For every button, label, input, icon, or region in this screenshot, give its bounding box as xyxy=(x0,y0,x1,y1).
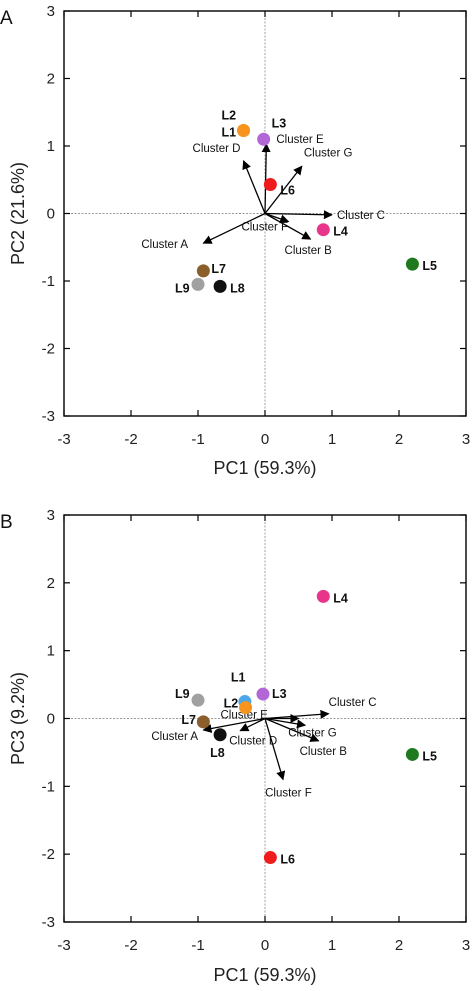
loading-label-cluster-g: Cluster G xyxy=(304,147,353,159)
x-tick-label: 0 xyxy=(261,431,269,448)
loading-arrow-cluster-e xyxy=(261,143,271,214)
loading-arrow-cluster-b xyxy=(264,212,312,240)
point-label-l9: L9 xyxy=(175,281,190,295)
y-axis-title: PC3 (9.2%) xyxy=(8,672,28,765)
loading-arrow-cluster-f xyxy=(264,212,290,224)
point-l3 xyxy=(256,687,270,701)
x-tick-label: -3 xyxy=(57,431,70,448)
y-tick-label: 1 xyxy=(47,138,55,155)
loading-arrow-cluster-a xyxy=(202,717,266,733)
point-label-l5: L5 xyxy=(422,749,437,763)
point-l5 xyxy=(405,747,419,761)
loading-arrow-cluster-g xyxy=(264,165,303,214)
panel-label: B xyxy=(0,512,13,533)
loading-label-cluster-g: Cluster G xyxy=(288,727,337,739)
loading-label-cluster-a: Cluster A xyxy=(141,239,188,251)
point-l9 xyxy=(191,277,205,291)
loading-label-cluster-f: Cluster F xyxy=(265,788,312,800)
loading-label-cluster-a: Cluster A xyxy=(151,731,198,743)
point-label-l1: L1 xyxy=(231,671,246,685)
point-l9 xyxy=(191,693,205,707)
point-l2 xyxy=(239,701,253,715)
loading-label-cluster-c: Cluster C xyxy=(329,697,377,709)
loading-arrow-cluster-c xyxy=(264,210,333,220)
y-tick-label: 1 xyxy=(47,643,55,660)
point-label-l3: L3 xyxy=(272,687,287,701)
panel-label: A xyxy=(0,8,13,29)
y-tick-label: -1 xyxy=(42,778,55,795)
point-l6 xyxy=(263,177,277,191)
chart-panel-b: B -3 -2 -1 0 1 2 3 -3 -2 -1 0 1 2 3 PC1 (59.3%) PC3 (9.2… xyxy=(0,507,470,985)
loading-arrow-cluster-g xyxy=(264,717,307,729)
point-label-l4: L4 xyxy=(333,591,348,605)
x-axis-title: PC1 (59.3%) xyxy=(213,965,316,985)
point-label-l8: L8 xyxy=(210,746,225,760)
x-tick-label: 0 xyxy=(261,937,269,954)
loading-arrow-cluster-c xyxy=(264,709,330,720)
x-axis-title: PC1 (59.3%) xyxy=(213,458,316,478)
point-label-l5: L5 xyxy=(422,259,437,273)
x-tick-label: -2 xyxy=(124,431,137,448)
loading-arrow-cluster-b xyxy=(264,717,320,742)
x-tick-label: -1 xyxy=(191,431,204,448)
point-label-l6: L6 xyxy=(280,853,295,867)
point-label-l3: L3 xyxy=(272,116,287,130)
x-tick-label: 3 xyxy=(462,937,470,954)
x-tick-label: -2 xyxy=(124,937,137,954)
y-tick-label: 3 xyxy=(47,507,55,524)
loading-label-cluster-f: Cluster F xyxy=(241,222,288,234)
loading-label-cluster-d: Cluster D xyxy=(193,143,241,155)
x-tick-label: -3 xyxy=(57,937,70,954)
point-label-l7: L7 xyxy=(211,262,226,276)
y-tick-label: -3 xyxy=(42,408,55,425)
y-tick-label: 2 xyxy=(47,575,55,592)
x-tick-label: 2 xyxy=(395,431,403,448)
x-tick-label: 1 xyxy=(328,937,336,954)
loading-arrow-cluster-d xyxy=(242,160,266,214)
point-label-l7: L7 xyxy=(181,713,196,727)
loading-label-cluster-b: Cluster B xyxy=(300,746,348,758)
loading-label-cluster-b: Cluster B xyxy=(285,245,333,257)
x-tick-label: -1 xyxy=(191,937,204,954)
point-label-l9: L9 xyxy=(175,687,190,701)
loading-arrow-cluster-f xyxy=(264,718,286,781)
y-axis-title: PC2 (21.6%) xyxy=(8,162,28,265)
y-tick-label: 3 xyxy=(47,3,55,20)
loading-label-cluster-e: Cluster E xyxy=(276,134,324,146)
x-tick-label: 3 xyxy=(462,431,470,448)
point-l4 xyxy=(316,223,330,237)
y-tick-label: -2 xyxy=(42,846,55,863)
y-tick-label: 0 xyxy=(47,711,55,728)
loading-arrow-cluster-d xyxy=(239,717,266,732)
point-label-l2: L2 xyxy=(222,108,237,122)
loading-label-cluster-c: Cluster C xyxy=(337,210,385,222)
loading-label-cluster-d: Cluster D xyxy=(229,736,277,748)
y-tick-label: -1 xyxy=(42,273,55,290)
point-l7 xyxy=(196,264,210,278)
point-l2 xyxy=(237,123,251,137)
point-l4 xyxy=(316,589,330,603)
y-tick-label: 2 xyxy=(47,71,55,88)
point-label-l4: L4 xyxy=(333,225,348,239)
point-l6 xyxy=(263,851,277,865)
chart-panel-a: A -3 -2 -1 0 1 2 3 -3 -2 -1 0 1 2 3 PC1 (59.3%) PC2 (21.… xyxy=(0,3,470,478)
y-tick-label: -2 xyxy=(42,341,55,358)
x-tick-label: 2 xyxy=(395,937,403,954)
point-label-l1: L1 xyxy=(222,125,237,139)
y-tick-label: -3 xyxy=(42,914,55,931)
point-label-l6: L6 xyxy=(280,183,295,197)
point-label-l2: L2 xyxy=(224,697,239,711)
point-l5 xyxy=(405,257,419,271)
y-tick-label: 0 xyxy=(47,206,55,223)
point-l8 xyxy=(213,279,227,293)
point-l3 xyxy=(257,132,271,146)
loading-arrow-cluster-a xyxy=(202,212,266,244)
point-l8 xyxy=(213,728,227,742)
point-label-l8: L8 xyxy=(230,281,245,295)
point-l7 xyxy=(196,715,210,729)
x-tick-label: 1 xyxy=(328,431,336,448)
loading-label-cluster-e: Cluster E xyxy=(221,710,269,722)
